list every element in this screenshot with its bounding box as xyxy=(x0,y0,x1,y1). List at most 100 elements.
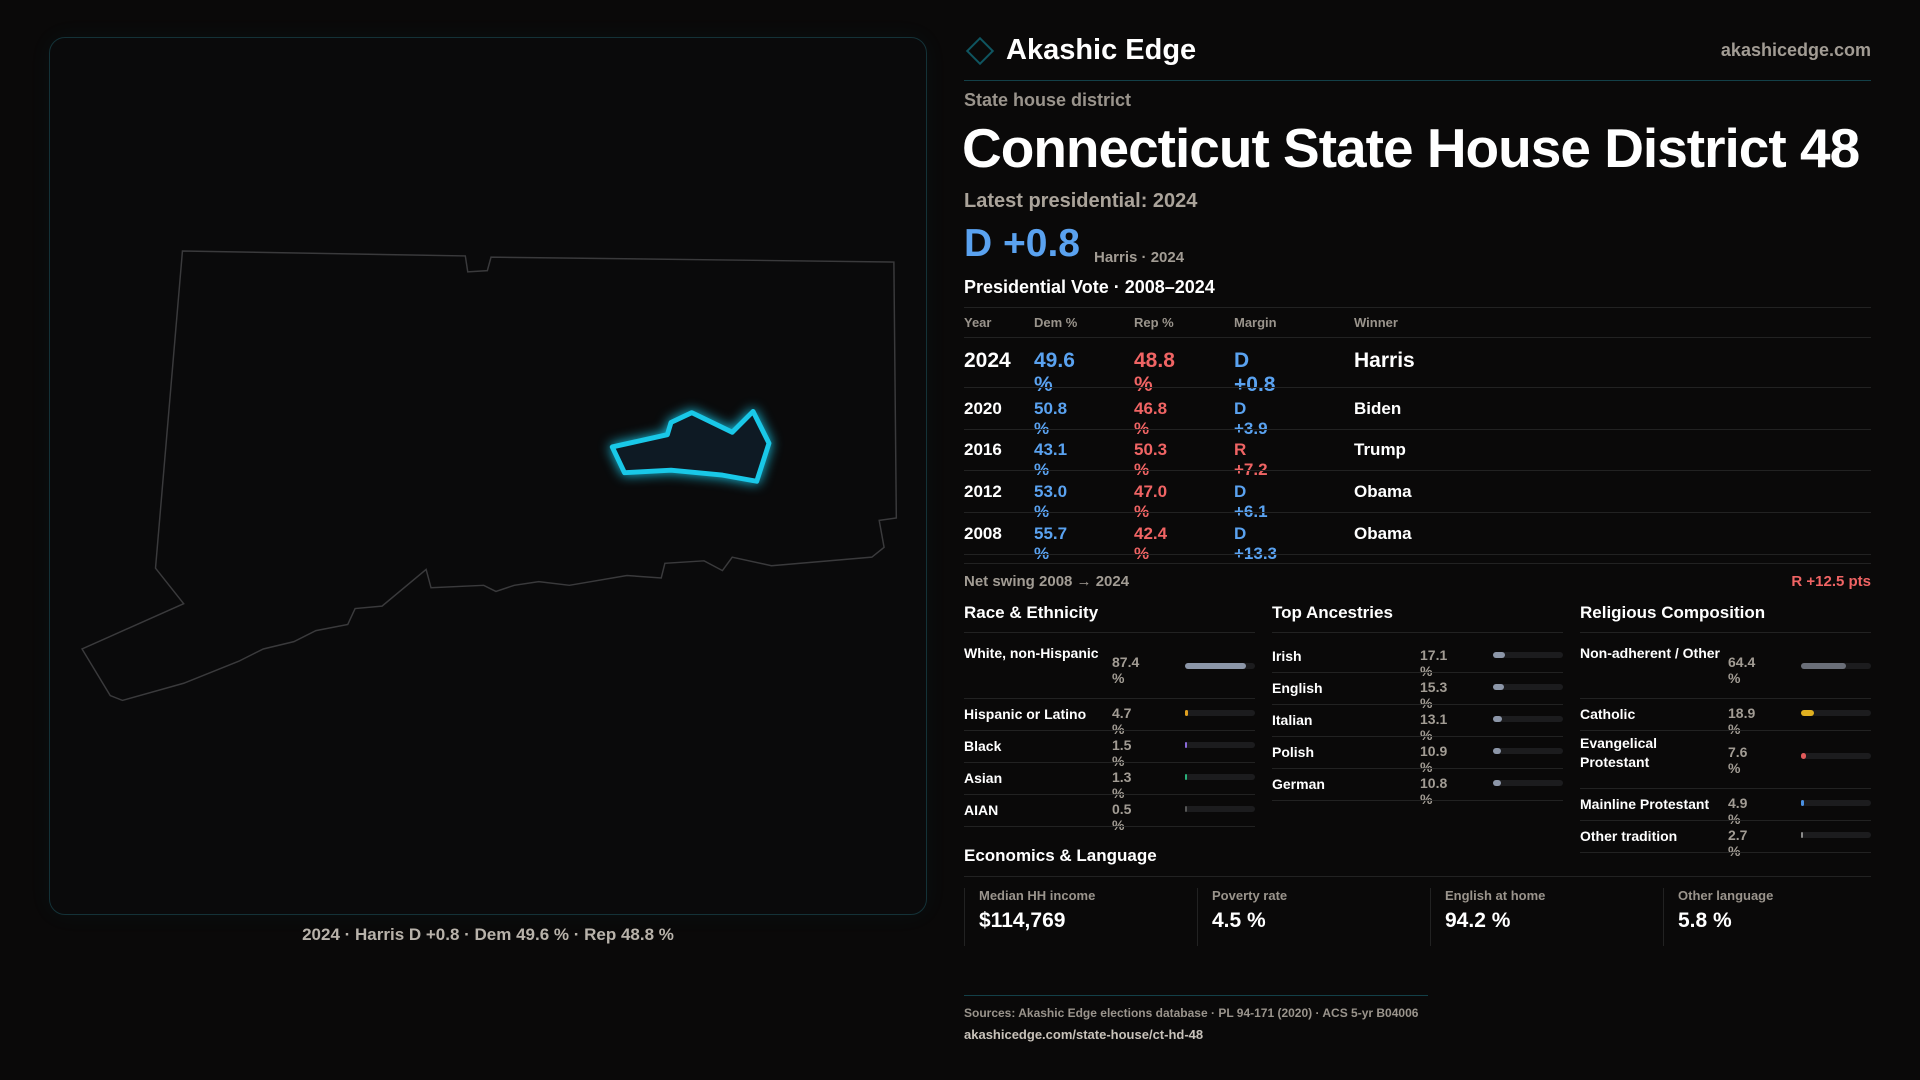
bar-fill xyxy=(1493,780,1501,786)
stat-value: 5.8 % xyxy=(1678,909,1732,932)
divider xyxy=(1272,736,1563,737)
divider xyxy=(964,512,1871,513)
divider xyxy=(964,80,1871,81)
row-label: German xyxy=(1272,776,1325,792)
divider xyxy=(964,554,1871,555)
bar-track xyxy=(1801,663,1871,669)
divider xyxy=(964,307,1871,308)
table-header: Year xyxy=(964,315,992,330)
econ-stat: English at home 94.2 % xyxy=(1430,888,1663,946)
bar-track xyxy=(1493,684,1563,690)
map-panel[interactable] xyxy=(49,37,927,915)
year-cell: 2016 xyxy=(964,440,1002,459)
stat-label: Other language xyxy=(1678,888,1774,903)
row-label: Irish xyxy=(1272,648,1302,664)
row-label: Evangelical Protestant xyxy=(1580,735,1658,770)
divider xyxy=(964,762,1255,763)
bar-track xyxy=(1801,800,1871,806)
row-value: 15.3 % xyxy=(1420,679,1448,711)
stat-label: Poverty rate xyxy=(1212,888,1288,903)
stat-value: 4.5 % xyxy=(1212,909,1266,932)
site-link[interactable]: akashicedge.com xyxy=(1720,40,1871,60)
bar-track xyxy=(1801,710,1871,716)
row-label: English xyxy=(1272,680,1323,696)
divider xyxy=(964,995,1428,996)
margin-cell: R +7.2 xyxy=(1234,440,1268,479)
winner-cell: Harris xyxy=(1354,349,1415,372)
row-value: 2.7 % xyxy=(1728,827,1748,859)
row-label: Italian xyxy=(1272,712,1313,728)
divider xyxy=(964,876,1871,877)
bar-fill xyxy=(1493,716,1503,722)
swing-value: R +12.5 pts xyxy=(1791,573,1871,590)
sources: Sources: Akashic Edge elections database… xyxy=(964,1006,1419,1020)
district-kind: State house district xyxy=(964,90,1132,110)
row-value: 0.5 % xyxy=(1112,801,1132,833)
divider xyxy=(964,337,1871,338)
bar-track xyxy=(1185,710,1255,716)
table-header: Winner xyxy=(1354,315,1398,330)
row-value: 17.1 % xyxy=(1420,647,1448,679)
year-cell: 2008 xyxy=(964,524,1002,543)
row-label: Non-adherent / Other xyxy=(1580,645,1721,661)
page-title: Connecticut State House District 48 xyxy=(962,117,1860,179)
bar-track xyxy=(1185,774,1255,780)
section-title: Religious Composition xyxy=(1580,603,1766,622)
stat-value: 94.2 % xyxy=(1445,909,1511,932)
divider xyxy=(964,730,1255,731)
year-cell: 2012 xyxy=(964,482,1002,501)
row-value: 4.9 % xyxy=(1728,795,1748,827)
page-url[interactable]: akashicedge.com/state-house/ct-hd-48 xyxy=(964,1027,1204,1042)
row-label: AIAN xyxy=(964,802,999,818)
section-title: Top Ancestries xyxy=(1272,603,1393,622)
bar-fill xyxy=(1801,832,1803,838)
divider xyxy=(1580,698,1871,699)
bar-track xyxy=(1493,780,1563,786)
section-title: Race & Ethnicity xyxy=(964,603,1099,622)
row-label: Black xyxy=(964,738,1002,754)
winner-cell: Trump xyxy=(1354,440,1406,459)
divider xyxy=(1272,768,1563,769)
district-highlight[interactable] xyxy=(609,408,772,484)
divider xyxy=(964,429,1871,430)
econ-stat: Other language 5.8 % xyxy=(1663,888,1896,946)
latest-sub: Harris · 2024 xyxy=(1094,249,1185,266)
table-header: Dem % xyxy=(1034,315,1078,330)
dem-cell: 43.1 % xyxy=(1034,440,1068,479)
winner-cell: Obama xyxy=(1354,524,1412,543)
divider xyxy=(964,563,1871,564)
rep-cell: 42.4 % xyxy=(1134,524,1168,563)
divider xyxy=(964,387,1871,388)
year-cell: 2024 xyxy=(964,349,1011,372)
rep-cell: 47.0 % xyxy=(1134,482,1168,521)
rep-cell: 48.8 % xyxy=(1134,349,1175,396)
diamond-icon xyxy=(965,36,995,65)
table-header: Margin xyxy=(1234,315,1277,330)
econ-stat: Poverty rate 4.5 % xyxy=(1197,888,1430,946)
row-value: 87.4 % xyxy=(1112,654,1140,686)
brand-logo[interactable]: Akashic Edge xyxy=(964,34,1196,67)
row-label: Asian xyxy=(964,770,1003,786)
row-value: 7.6 % xyxy=(1728,744,1748,776)
divider xyxy=(1580,730,1871,731)
bar-fill xyxy=(1185,710,1189,716)
row-label: Mainline Protestant xyxy=(1580,796,1710,812)
row-label: Hispanic or Latino xyxy=(964,706,1087,722)
margin-cell: D +13.3 xyxy=(1234,524,1278,563)
row-value: 4.7 % xyxy=(1112,705,1132,737)
bar-fill xyxy=(1801,753,1807,759)
brand-name: Akashic Edge xyxy=(1006,34,1197,66)
bar-fill xyxy=(1801,710,1815,716)
row-label: Catholic xyxy=(1580,706,1636,722)
dem-cell: 53.0 % xyxy=(1034,482,1068,521)
stat-value: $114,769 xyxy=(979,909,1066,932)
divider xyxy=(964,470,1871,471)
row-label: Polish xyxy=(1272,744,1315,760)
bar-track xyxy=(1185,663,1255,669)
year-cell: 2020 xyxy=(964,399,1002,418)
bar-track xyxy=(1493,748,1563,754)
divider xyxy=(1272,800,1563,801)
swing-label: Net swing 2008 → 2024 xyxy=(964,573,1130,590)
divider xyxy=(964,794,1255,795)
